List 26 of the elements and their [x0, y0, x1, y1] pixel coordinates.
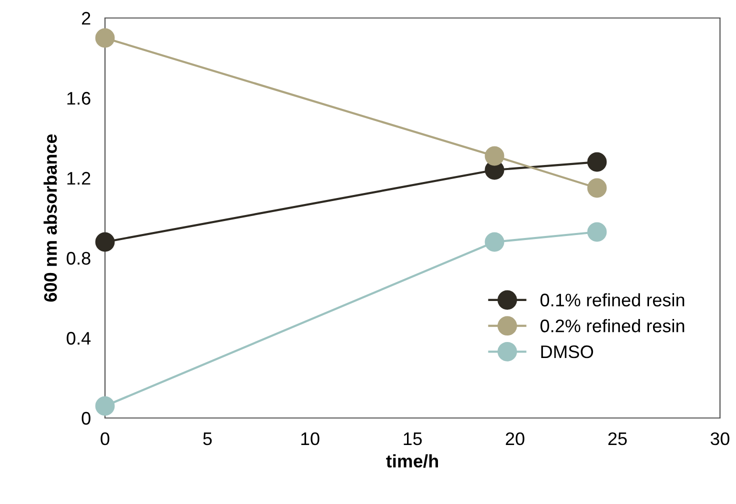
- y-tick-label: 1.2: [67, 172, 90, 185]
- y-tick-label: 1.6: [67, 92, 90, 105]
- point: [587, 178, 607, 198]
- point: [484, 146, 504, 166]
- x-tick-label: 30: [710, 432, 730, 446]
- x-axis-title: time/h: [386, 454, 438, 468]
- point: [95, 232, 115, 252]
- x-tick-label: 5: [203, 432, 212, 446]
- y-tick-label: 2: [82, 12, 90, 25]
- legend-label: 0.2% refined resin: [540, 319, 684, 332]
- point: [484, 232, 504, 252]
- x-tick-label: 10: [301, 432, 320, 446]
- y-tick-label: 0: [82, 412, 90, 425]
- legend-label: DMSO: [541, 345, 594, 358]
- point: [587, 152, 607, 172]
- point: [95, 396, 115, 416]
- x-tick-label: 15: [404, 432, 422, 446]
- y-tick-label: 0.4: [66, 332, 91, 345]
- x-tick-label: 25: [608, 432, 627, 446]
- y-axis-title: 600 nm absorbance: [44, 134, 57, 302]
- y-tick-label: 0.8: [66, 252, 90, 265]
- point: [587, 222, 607, 242]
- point: [95, 28, 115, 48]
- x-tick-label: 0: [100, 432, 110, 446]
- x-tick-label: 20: [506, 432, 524, 446]
- legend-label: 0.1% refined resin: [540, 293, 684, 306]
